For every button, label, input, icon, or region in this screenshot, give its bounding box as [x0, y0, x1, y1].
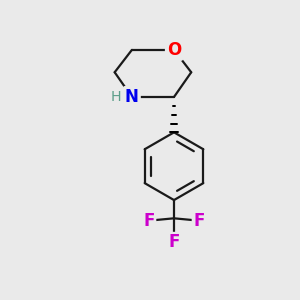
Text: F: F: [193, 212, 205, 230]
Text: N: N: [125, 88, 139, 106]
Text: H: H: [110, 90, 121, 104]
Text: F: F: [168, 233, 180, 251]
Text: O: O: [167, 41, 181, 59]
Text: F: F: [143, 212, 155, 230]
